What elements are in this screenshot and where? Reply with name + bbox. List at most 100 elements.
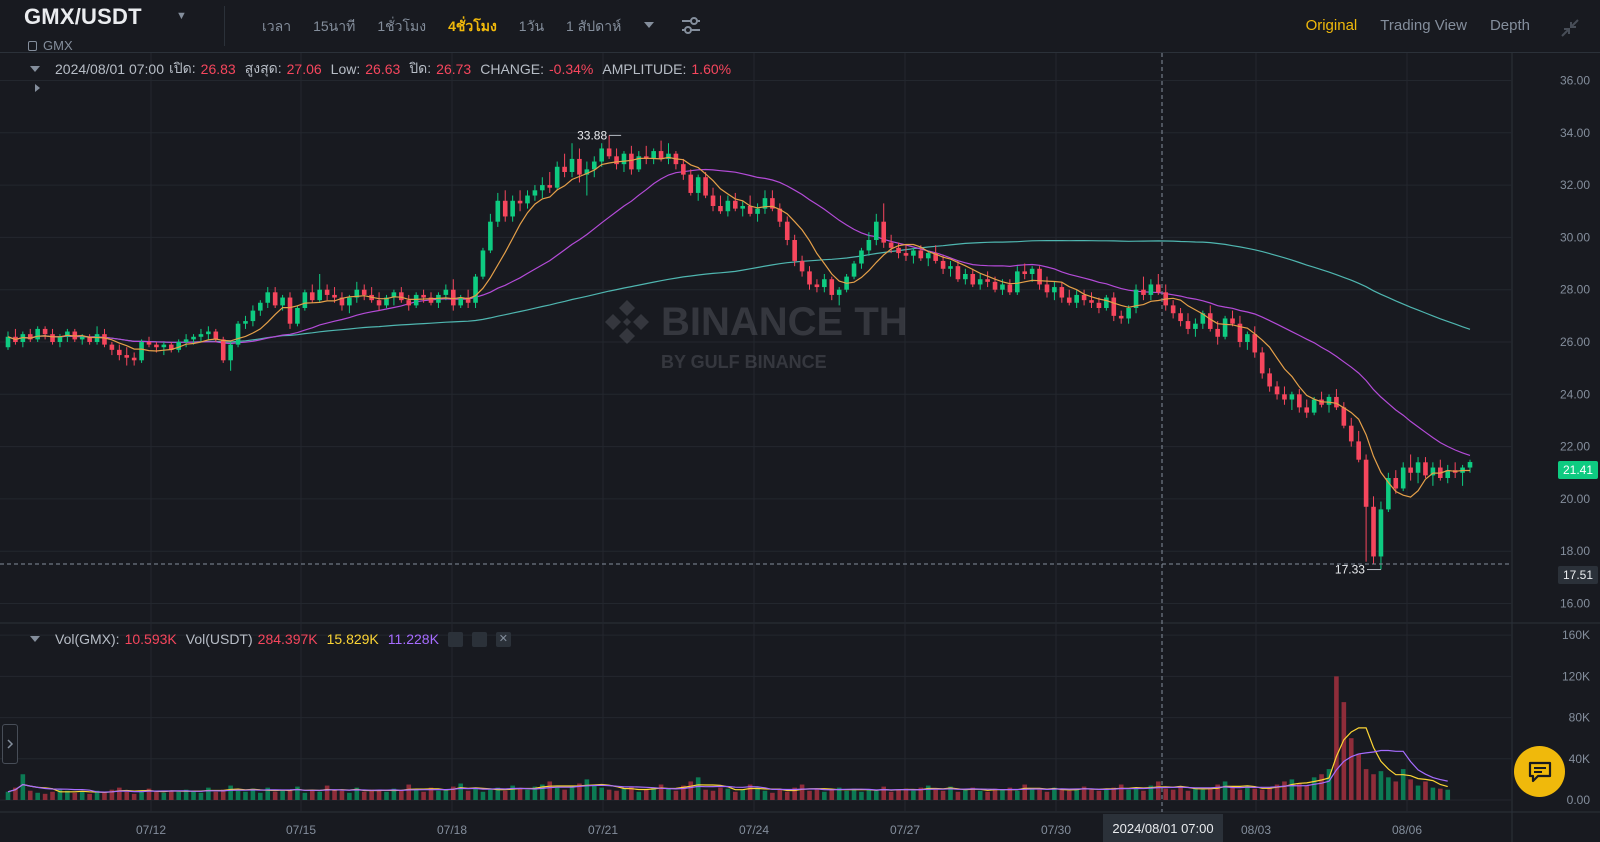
- candle-body: [1297, 394, 1302, 408]
- candle-body: [822, 279, 827, 288]
- interval-1w[interactable]: 1 สัปดาห์: [566, 18, 622, 34]
- candle-body: [295, 308, 300, 324]
- crosshair-date-label: 2024/08/01 07:00: [1103, 814, 1223, 842]
- volume-bar: [1282, 781, 1287, 800]
- volume-bar: [1029, 788, 1035, 800]
- volume-bar: [168, 790, 174, 800]
- volume-bar: [235, 790, 241, 800]
- candle-body: [102, 334, 107, 345]
- candle-body: [287, 297, 293, 324]
- volume-bar: [35, 792, 40, 800]
- volume-bar: [1237, 789, 1243, 800]
- volume-bar: [1059, 789, 1065, 800]
- volume-bar: [859, 791, 864, 800]
- volume-bar: [532, 786, 538, 800]
- volume-bar: [1408, 779, 1413, 800]
- collapse-icon[interactable]: [1560, 18, 1580, 38]
- volume-bar: [1037, 789, 1042, 800]
- vol-gmx-label: Vol(GMX):: [55, 631, 120, 647]
- interval-4h[interactable]: 4ชั่วโมง: [448, 18, 497, 34]
- volume-bar: [473, 788, 478, 800]
- volume-bar: [918, 787, 924, 800]
- volume-tick-label: 40K: [1569, 752, 1590, 766]
- ohlc-legend: 2024/08/01 07:00 เปิด: 26.83 สูงสุด: 27.…: [30, 58, 735, 80]
- volume-bar: [1074, 788, 1079, 800]
- asset-info[interactable]: GMX: [28, 38, 73, 53]
- view-original[interactable]: Original: [1305, 17, 1358, 34]
- legend-high: 27.06: [286, 61, 322, 77]
- candle-body: [1311, 399, 1317, 413]
- volume-bar: [1371, 774, 1376, 800]
- candle-body: [762, 198, 768, 209]
- sidebar-toggle[interactable]: [2, 724, 18, 764]
- price-tick-label: 24.00: [1560, 387, 1590, 401]
- vol-visibility-icon[interactable]: [471, 631, 487, 647]
- price-tick-label: 20.00: [1560, 492, 1590, 506]
- pair-title[interactable]: GMX/USDT: [24, 4, 142, 29]
- chat-support-button[interactable]: [1514, 746, 1565, 797]
- settings-sliders-icon[interactable]: [680, 16, 702, 36]
- candle-body: [888, 242, 894, 248]
- legend-collapse-icon[interactable]: [30, 66, 40, 72]
- volume-bar: [762, 790, 768, 800]
- vol-close-icon[interactable]: ✕: [495, 631, 511, 647]
- candle-body: [562, 166, 567, 172]
- time-tick-label: 08/06: [1392, 823, 1422, 837]
- candle-body: [109, 344, 115, 350]
- candle-body: [1022, 271, 1028, 274]
- volume-bar: [42, 793, 48, 800]
- candle-body: [502, 200, 508, 217]
- interval-1d[interactable]: 1วัน: [518, 18, 545, 34]
- candle-body: [1245, 334, 1250, 342]
- candle-body: [829, 279, 835, 295]
- vol-settings-icon[interactable]: [447, 631, 463, 647]
- candle-body: [391, 292, 397, 298]
- candle-body: [584, 169, 590, 175]
- volume-collapse-icon[interactable]: [30, 636, 40, 642]
- volume-bar: [540, 784, 545, 800]
- view-trading-view[interactable]: Trading View: [1380, 17, 1467, 34]
- volume-bar: [1363, 769, 1369, 800]
- candle-body: [347, 297, 352, 306]
- volume-bar: [1415, 785, 1421, 800]
- volume-bar: [272, 791, 278, 800]
- volume-bar: [1326, 769, 1332, 800]
- candle-body: [577, 158, 582, 175]
- candle-body: [1037, 268, 1042, 285]
- legend-low: 26.63: [365, 61, 401, 77]
- volume-bar: [317, 791, 322, 800]
- time-tick-label: 07/15: [286, 823, 316, 837]
- candle-body: [703, 177, 708, 196]
- legend-open-label: เปิด:: [169, 60, 196, 76]
- candle-body: [517, 200, 523, 204]
- interval-1h[interactable]: 1ชั่วโมง: [377, 18, 427, 34]
- volume-bar: [183, 789, 189, 800]
- legend-amplitude: 1.60%: [691, 61, 732, 77]
- volume-bar: [1170, 789, 1176, 800]
- volume-bar: [799, 784, 805, 800]
- candle-body: [1386, 478, 1391, 510]
- candle-body: [131, 357, 137, 361]
- volume-bar: [710, 790, 716, 800]
- interval-15m[interactable]: 15นาที: [313, 18, 356, 34]
- last-price-tag: 21.41: [1557, 461, 1598, 479]
- interval-time[interactable]: เวลา: [262, 18, 292, 34]
- candle-body: [139, 342, 144, 361]
- volume-bar: [1141, 790, 1146, 800]
- candle-body: [1259, 352, 1265, 374]
- indicators-expand-icon[interactable]: [35, 84, 40, 92]
- volume-bar: [198, 792, 204, 800]
- vol-usdt-label: Vol(USDT): [185, 631, 253, 647]
- volume-bar: [933, 789, 938, 800]
- candle-body: [948, 266, 953, 269]
- volume-bar: [228, 785, 233, 800]
- chart-header: GMX/USDT ▼ GMX เวลา 15นาที 1ชั่วโมง 4ชั่…: [0, 0, 1600, 53]
- candle-body: [243, 321, 248, 324]
- view-depth[interactable]: Depth: [1489, 17, 1530, 34]
- volume-bar: [94, 790, 100, 800]
- volume-tick-label: 160K: [1562, 628, 1590, 642]
- pair-dropdown-icon[interactable]: ▼: [176, 10, 187, 22]
- more-intervals-chevron-down-icon[interactable]: [644, 22, 654, 28]
